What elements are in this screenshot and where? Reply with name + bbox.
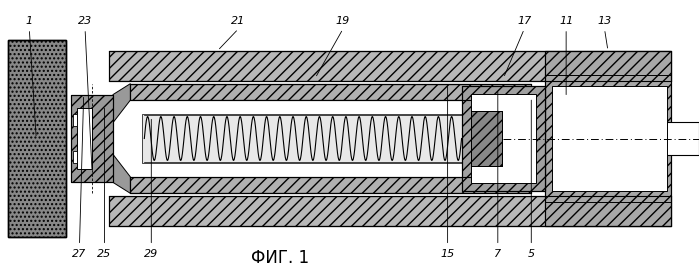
Bar bbox=[73, 114, 77, 126]
Bar bbox=[142, 114, 463, 163]
Polygon shape bbox=[113, 84, 130, 123]
Text: 13: 13 bbox=[597, 16, 612, 25]
Bar bbox=[130, 84, 531, 100]
Bar bbox=[130, 177, 531, 193]
Bar bbox=[109, 196, 671, 226]
Bar bbox=[109, 51, 671, 81]
Bar bbox=[77, 108, 92, 169]
Bar bbox=[629, 122, 699, 155]
Polygon shape bbox=[113, 154, 130, 193]
Text: 29: 29 bbox=[144, 249, 158, 259]
Bar bbox=[109, 81, 671, 196]
Bar bbox=[73, 151, 77, 163]
Bar bbox=[113, 95, 130, 123]
Text: 1: 1 bbox=[26, 16, 33, 25]
Text: 17: 17 bbox=[517, 16, 531, 25]
Bar bbox=[8, 40, 66, 237]
Text: 19: 19 bbox=[336, 16, 350, 25]
Text: 15: 15 bbox=[440, 249, 455, 259]
Text: ФИГ. 1: ФИГ. 1 bbox=[251, 249, 309, 267]
Bar bbox=[545, 51, 671, 226]
Text: 27: 27 bbox=[72, 249, 87, 259]
Bar bbox=[461, 86, 545, 191]
Bar bbox=[8, 40, 66, 237]
Bar bbox=[130, 100, 531, 177]
Bar bbox=[470, 111, 503, 166]
Text: 7: 7 bbox=[494, 249, 501, 259]
Text: 21: 21 bbox=[231, 16, 246, 25]
Bar bbox=[109, 196, 671, 226]
Bar bbox=[470, 111, 503, 166]
Bar bbox=[461, 86, 545, 191]
Bar bbox=[545, 51, 671, 226]
Bar bbox=[130, 84, 531, 100]
Text: 23: 23 bbox=[78, 16, 92, 25]
Text: 11: 11 bbox=[559, 16, 573, 25]
Bar bbox=[470, 94, 536, 183]
Text: 25: 25 bbox=[97, 249, 112, 259]
Bar bbox=[71, 95, 113, 182]
Bar bbox=[130, 177, 531, 193]
Bar bbox=[109, 51, 671, 81]
Bar bbox=[71, 95, 113, 182]
Text: 5: 5 bbox=[528, 249, 535, 259]
Bar bbox=[552, 86, 667, 191]
